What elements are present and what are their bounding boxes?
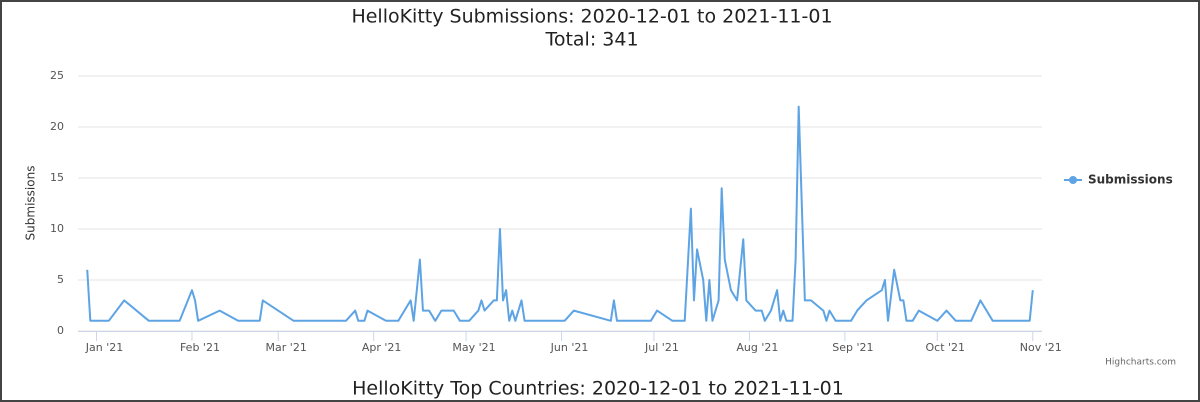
x-tick-label: Sep '21 (832, 341, 873, 354)
x-tick-label: Oct '21 (926, 341, 966, 354)
credits: Highcharts.com (1105, 358, 1176, 368)
chart-subtitle: Total: 341 (544, 29, 638, 51)
x-tick-label: Nov '21 (1020, 341, 1062, 354)
x-tick-label: Jan '21 (85, 341, 123, 354)
y-tick-label: 20 (50, 120, 64, 133)
x-tick-label: Jul '21 (644, 341, 679, 354)
x-tick-label: May '21 (452, 341, 495, 354)
series-line (86, 105, 1034, 322)
x-tick-label: Feb '21 (180, 341, 220, 354)
y-tick-label: 10 (50, 222, 64, 235)
y-axis-title: Submissions (24, 166, 38, 241)
legend-label: Submissions (1088, 173, 1173, 187)
legend-marker (1069, 176, 1077, 184)
x-tick-label: Jun '21 (550, 341, 589, 354)
y-tick-label: 0 (57, 324, 64, 337)
x-tick-label: Apr '21 (362, 341, 402, 354)
x-tick-label: Aug '21 (736, 341, 778, 354)
x-tick-label: Mar '21 (266, 341, 307, 354)
next-section-title: HelloKitty Top Countries: 2020-12-01 to … (352, 378, 844, 400)
chart-title: HelloKitty Submissions: 2020-12-01 to 20… (351, 6, 832, 28)
y-tick-label: 15 (50, 171, 64, 184)
y-tick-label: 5 (57, 273, 64, 286)
y-tick-label: 25 (50, 69, 64, 82)
